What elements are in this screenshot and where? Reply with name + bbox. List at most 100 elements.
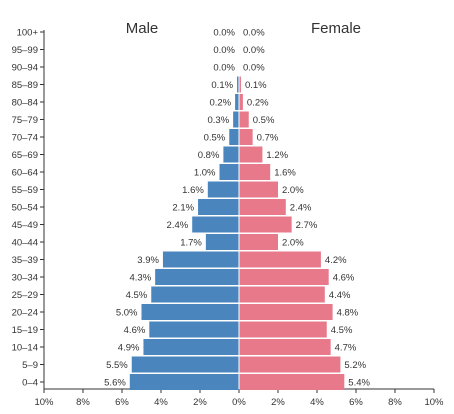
age-group-label: 20–24 [12, 308, 38, 319]
female-value-label: 2.7% [296, 220, 318, 231]
age-group-label: 65–69 [12, 150, 38, 161]
age-group-label: 0–4 [22, 378, 38, 389]
female-bar [239, 269, 329, 285]
female-bar [239, 164, 271, 180]
x-tick-label: 6% [115, 397, 129, 408]
female-bar [239, 251, 321, 268]
age-group-label: 80–84 [12, 98, 38, 109]
male-value-label: 2.4% [167, 220, 189, 231]
male-value-label: 3.9% [137, 255, 159, 266]
male-bar [205, 234, 239, 250]
x-tick-label: 10% [424, 397, 444, 408]
male-side-title: Male [126, 20, 159, 37]
male-value-label: 0.3% [207, 115, 229, 126]
male-value-label: 1.0% [194, 168, 216, 179]
female-value-label: 2.0% [282, 185, 304, 196]
male-value-label: 0.8% [198, 150, 220, 161]
age-group-label: 35–39 [12, 255, 38, 266]
female-value-label: 2.4% [290, 203, 312, 214]
female-bar [239, 199, 286, 215]
male-bar [141, 304, 239, 320]
chart-marks: 10% 8% 6% 4% 2% 0% 2% 4% 6% 8% 10% 0–4 5.6% 5.4% 5–9 5.… [12, 28, 444, 409]
female-value-label: 4.4% [329, 290, 351, 301]
female-value-label: 2.0% [282, 238, 304, 249]
female-value-label: 0.5% [253, 115, 275, 126]
male-value-label: 5.6% [104, 378, 126, 389]
male-value-label: 5.0% [116, 308, 138, 319]
x-tick-label: 4% [310, 397, 324, 408]
male-value-label: 0.5% [204, 133, 226, 144]
age-group-label: 40–44 [12, 238, 38, 249]
male-value-label: 0.0% [213, 63, 235, 74]
male-value-label: 0.0% [213, 45, 235, 56]
female-value-label: 4.6% [333, 273, 355, 284]
male-bar [198, 199, 239, 215]
female-bar [239, 374, 345, 390]
age-group-label: 85–89 [12, 80, 38, 91]
male-bar [131, 356, 239, 373]
female-bar [239, 356, 341, 373]
female-value-label: 0.0% [243, 28, 265, 39]
x-tick-label: 8% [388, 397, 402, 408]
age-group-label: 5–9 [22, 360, 38, 371]
male-bar [207, 181, 239, 198]
x-tick-label: 2% [193, 397, 207, 408]
male-value-label: 5.5% [106, 360, 128, 371]
female-bar [239, 94, 243, 110]
age-group-label: 55–59 [12, 185, 38, 196]
female-value-label: 0.0% [243, 63, 265, 74]
male-value-label: 4.3% [129, 273, 151, 284]
age-group-label: 100+ [17, 28, 39, 39]
female-value-label: 0.0% [243, 45, 265, 56]
male-bar [223, 146, 239, 163]
male-value-label: 1.7% [180, 238, 202, 249]
age-group-label: 10–14 [12, 343, 38, 354]
female-value-label: 0.7% [257, 133, 279, 144]
age-group-label: 45–49 [12, 220, 38, 231]
female-bar [239, 181, 278, 198]
age-group-label: 90–94 [12, 63, 38, 74]
male-value-label: 4.5% [126, 290, 148, 301]
male-value-label: 4.6% [124, 325, 146, 336]
male-bar [162, 251, 239, 268]
age-group-label: 25–29 [12, 290, 38, 301]
female-value-label: 1.6% [274, 168, 296, 179]
age-group-label: 60–64 [12, 168, 38, 179]
male-bar [149, 321, 239, 338]
male-value-label: 4.9% [118, 343, 140, 354]
age-group-label: 30–34 [12, 273, 38, 284]
age-group-label: 95–99 [12, 45, 38, 56]
male-bar [151, 286, 239, 303]
male-bar [229, 129, 239, 145]
female-bar [239, 129, 253, 145]
age-group-label: 50–54 [12, 203, 38, 214]
male-value-label: 0.2% [209, 98, 231, 109]
male-bar [155, 269, 239, 285]
male-value-label: 2.1% [172, 203, 194, 214]
male-value-label: 0.0% [213, 28, 235, 39]
female-side-title: Female [311, 20, 361, 37]
female-bar [239, 304, 333, 320]
female-bar [239, 321, 327, 338]
male-bar [143, 339, 239, 355]
male-bar [219, 164, 239, 180]
female-value-label: 0.1% [245, 80, 267, 91]
age-group-label: 70–74 [12, 133, 38, 144]
age-group-label: 75–79 [12, 115, 38, 126]
x-tick-label: 0% [232, 397, 246, 408]
female-bar [239, 286, 325, 303]
male-bar [192, 216, 239, 233]
female-value-label: 0.2% [247, 98, 269, 109]
male-value-label: 1.6% [182, 185, 204, 196]
female-value-label: 4.5% [331, 325, 353, 336]
female-value-label: 5.2% [344, 360, 366, 371]
female-value-label: 5.4% [348, 378, 370, 389]
female-bar [239, 146, 263, 163]
male-value-label: 0.1% [211, 80, 233, 91]
female-value-label: 4.8% [337, 308, 359, 319]
female-bar [239, 234, 278, 250]
x-tick-label: 4% [154, 397, 168, 408]
male-bar [237, 76, 239, 93]
male-bar [129, 374, 239, 390]
